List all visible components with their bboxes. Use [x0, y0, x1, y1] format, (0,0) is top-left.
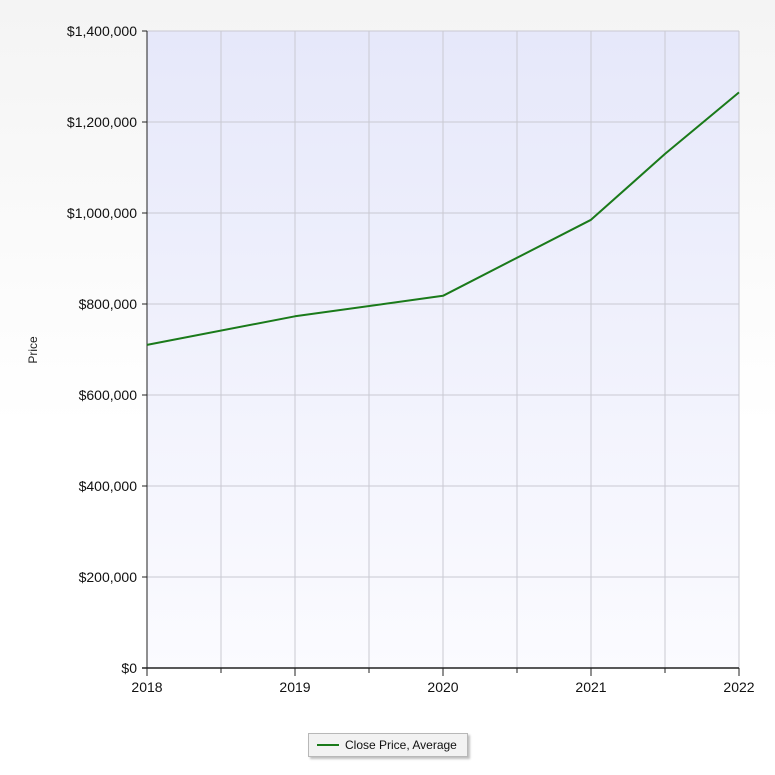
series-line	[146, 91, 740, 346]
y-tick-label: $1,400,000	[67, 23, 137, 39]
grid-lines	[147, 30, 740, 668]
legend: Close Price, Average	[308, 733, 468, 757]
x-tick-label: 2018	[131, 679, 162, 695]
x-tick-label: 2021	[575, 679, 606, 695]
y-axis-title: Price	[26, 336, 40, 364]
y-tick-label: $400,000	[79, 478, 138, 494]
y-tick-label: $0	[121, 660, 137, 676]
y-tick-label: $800,000	[79, 296, 138, 312]
tick-labels: $0 $200,000 $400,000 $600,000 $800,000 $1,000…	[67, 23, 755, 695]
y-tick-label: $200,000	[79, 569, 138, 585]
legend-swatch	[317, 744, 339, 746]
y-tick-label: $1,200,000	[67, 114, 137, 130]
series-layer	[146, 91, 740, 346]
y-tick-label: $1,000,000	[67, 205, 137, 221]
legend-label: Close Price, Average	[345, 738, 457, 752]
x-tick-label: 2022	[723, 679, 754, 695]
y-tick-label: $600,000	[79, 387, 138, 403]
x-tick-label: 2019	[279, 679, 310, 695]
x-tick-label: 2020	[427, 679, 458, 695]
axes	[142, 30, 740, 676]
